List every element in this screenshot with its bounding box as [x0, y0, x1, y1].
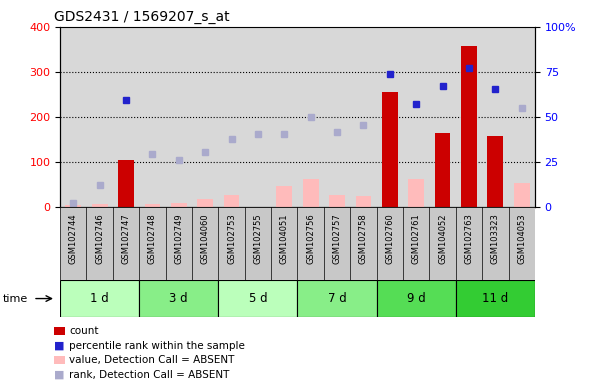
- Bar: [139, 280, 218, 317]
- Text: 3 d: 3 d: [169, 292, 188, 305]
- Bar: [297, 280, 377, 317]
- Bar: [303, 179, 319, 207]
- Text: GSM102753: GSM102753: [227, 213, 236, 264]
- Bar: [118, 160, 134, 207]
- Text: count: count: [69, 326, 99, 336]
- Text: GSM102744: GSM102744: [69, 213, 78, 264]
- Text: 5 d: 5 d: [249, 292, 267, 305]
- Text: time: time: [3, 293, 28, 304]
- Bar: [276, 186, 292, 207]
- Bar: [171, 203, 187, 207]
- Text: GDS2431 / 1569207_s_at: GDS2431 / 1569207_s_at: [54, 10, 230, 23]
- Bar: [197, 199, 213, 207]
- Bar: [461, 46, 477, 207]
- Text: 9 d: 9 d: [407, 292, 426, 305]
- Bar: [92, 204, 108, 207]
- Bar: [514, 182, 529, 207]
- Text: GSM102748: GSM102748: [148, 213, 157, 264]
- Bar: [144, 204, 160, 207]
- Text: GSM102747: GSM102747: [121, 213, 130, 264]
- Text: ■: ■: [54, 370, 65, 380]
- Bar: [224, 195, 239, 207]
- Text: GSM102760: GSM102760: [385, 213, 394, 264]
- Bar: [66, 205, 81, 207]
- Text: GSM102761: GSM102761: [412, 213, 421, 264]
- Bar: [382, 92, 398, 207]
- Bar: [329, 195, 345, 207]
- Text: GSM104060: GSM104060: [201, 213, 210, 264]
- Text: GSM104052: GSM104052: [438, 213, 447, 264]
- Text: GSM104051: GSM104051: [280, 213, 289, 264]
- Text: GSM102763: GSM102763: [465, 213, 474, 264]
- Text: GSM104053: GSM104053: [517, 213, 526, 264]
- Text: GSM102755: GSM102755: [254, 213, 263, 264]
- Bar: [408, 179, 424, 207]
- Text: percentile rank within the sample: percentile rank within the sample: [69, 341, 245, 351]
- Text: 1 d: 1 d: [90, 292, 109, 305]
- Text: rank, Detection Call = ABSENT: rank, Detection Call = ABSENT: [69, 370, 230, 380]
- Text: 7 d: 7 d: [328, 292, 346, 305]
- Bar: [356, 196, 371, 207]
- Bar: [60, 280, 139, 317]
- Text: GSM102758: GSM102758: [359, 213, 368, 264]
- Bar: [218, 280, 297, 317]
- Text: GSM103323: GSM103323: [491, 213, 500, 264]
- Bar: [487, 136, 503, 207]
- Text: GSM102757: GSM102757: [332, 213, 341, 264]
- Text: GSM102756: GSM102756: [306, 213, 315, 264]
- Bar: [435, 133, 451, 207]
- Text: ■: ■: [54, 341, 65, 351]
- Bar: [456, 280, 535, 317]
- Text: 11 d: 11 d: [482, 292, 508, 305]
- Text: GSM102749: GSM102749: [174, 213, 183, 264]
- Text: value, Detection Call = ABSENT: value, Detection Call = ABSENT: [69, 355, 234, 365]
- Text: GSM102746: GSM102746: [95, 213, 104, 264]
- Bar: [377, 280, 456, 317]
